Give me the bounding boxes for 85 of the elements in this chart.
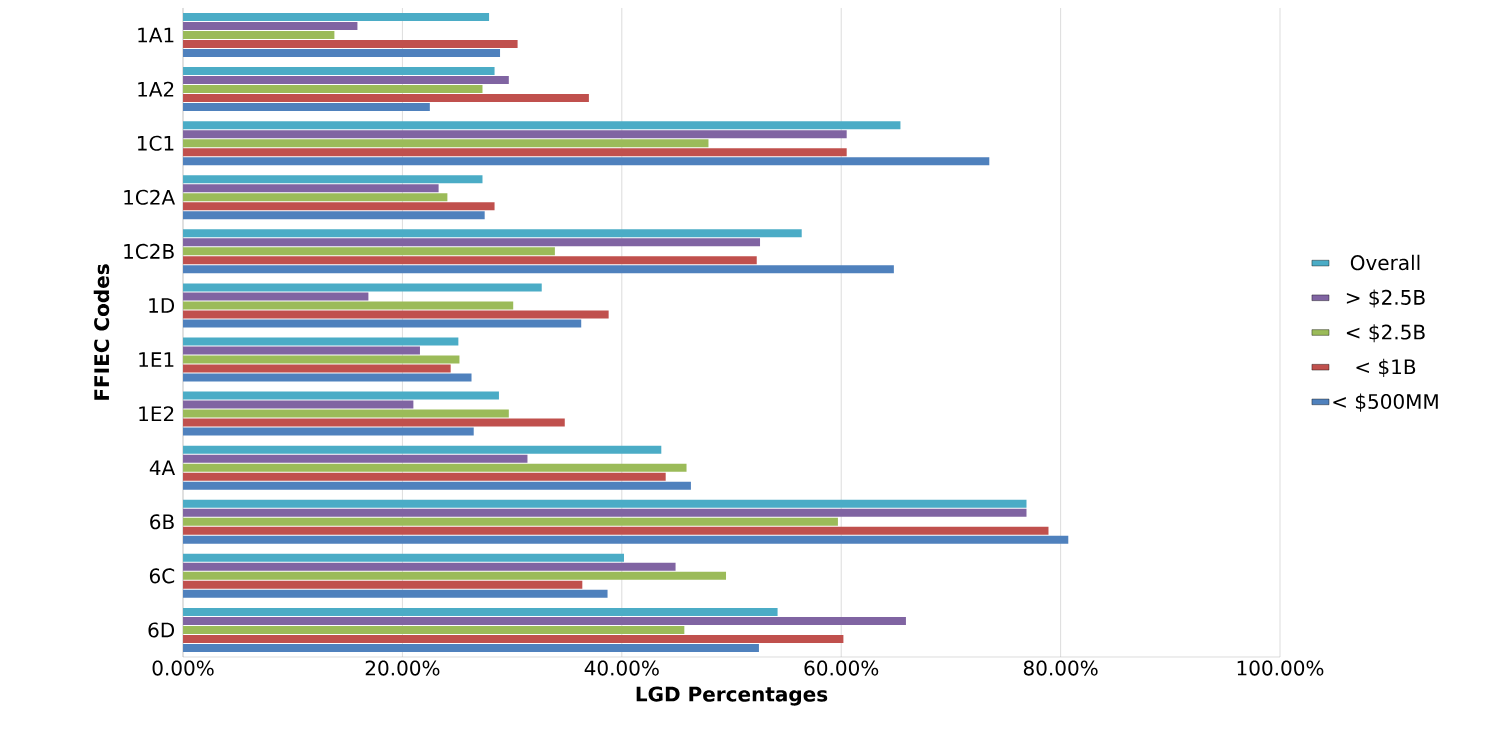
bar xyxy=(183,175,483,184)
bar xyxy=(183,508,1027,517)
y-tick-label: 1D xyxy=(149,298,175,313)
bar xyxy=(183,427,474,436)
bar xyxy=(183,22,358,31)
bar xyxy=(183,202,495,211)
bar xyxy=(183,283,542,292)
y-tick-label: 6C xyxy=(149,568,175,584)
bar xyxy=(183,247,555,256)
bar xyxy=(183,184,439,193)
bar xyxy=(183,472,666,481)
x-axis-title: LGD Percentages xyxy=(636,686,828,706)
bar xyxy=(183,589,608,598)
bar xyxy=(183,526,1049,535)
y-tick-label: 6D xyxy=(148,622,175,638)
bar xyxy=(183,238,761,247)
bar xyxy=(183,211,485,220)
bar xyxy=(183,148,847,157)
bar xyxy=(183,337,459,346)
bar xyxy=(183,49,501,58)
y-tick-label: 1E2 xyxy=(139,406,174,422)
bar xyxy=(183,643,759,652)
bar xyxy=(183,130,847,139)
bar xyxy=(183,625,685,634)
bar xyxy=(183,157,990,166)
bar xyxy=(183,355,460,364)
bar xyxy=(183,481,691,490)
y-tick-label: 6B xyxy=(150,514,174,530)
bar xyxy=(183,409,509,418)
bar xyxy=(183,292,369,301)
legend-label: < $500MM xyxy=(1333,393,1438,412)
legend-label: Overall xyxy=(1350,254,1420,271)
y-tick-label: 1E1 xyxy=(139,352,174,367)
bar xyxy=(183,346,420,355)
legend-label: < $2.5B xyxy=(1346,324,1425,343)
bar xyxy=(183,40,518,49)
bar xyxy=(183,571,727,580)
bar xyxy=(183,193,448,202)
bar xyxy=(183,535,1069,544)
y-tick-label: 1A2 xyxy=(138,81,174,97)
x-tick-label: 100.00% xyxy=(1237,660,1324,676)
bar xyxy=(183,265,894,274)
bar xyxy=(183,94,589,103)
bar xyxy=(183,13,490,22)
bar xyxy=(183,76,509,85)
x-tick-label: 60.00% xyxy=(804,660,879,676)
bar xyxy=(183,454,528,463)
bar xyxy=(183,310,609,319)
x-tick-label: 20.00% xyxy=(365,660,440,676)
bar xyxy=(183,31,335,40)
bar xyxy=(183,580,583,589)
x-tick-label: 40.00% xyxy=(584,660,659,676)
bar xyxy=(183,400,414,409)
bar xyxy=(183,418,565,427)
y-tick-label: 4A xyxy=(149,460,176,475)
y-tick-label: 1C2A xyxy=(124,189,176,205)
bar xyxy=(183,463,687,472)
bar xyxy=(183,607,778,616)
bar xyxy=(183,373,472,382)
bar xyxy=(183,562,676,571)
bar xyxy=(183,121,901,130)
y-tick-label: 1C1 xyxy=(137,135,174,151)
bar xyxy=(183,139,709,148)
bar xyxy=(183,499,1027,508)
bar xyxy=(183,319,582,328)
y-tick-label: 1A1 xyxy=(138,27,174,43)
y-tick-label: 1C2B xyxy=(124,243,174,259)
bar xyxy=(183,67,495,76)
bar xyxy=(183,229,802,238)
bar xyxy=(183,634,844,643)
legend-label: < $1B xyxy=(1356,358,1416,377)
bar xyxy=(183,103,430,112)
bar xyxy=(183,256,757,265)
bar xyxy=(183,364,451,373)
bar xyxy=(183,517,838,526)
bar xyxy=(183,391,499,400)
bar xyxy=(183,301,514,310)
x-tick-label: 0.00% xyxy=(152,660,214,676)
bar xyxy=(183,445,662,454)
bar xyxy=(183,616,906,625)
bar xyxy=(183,85,483,94)
legend-label: > $2.5B xyxy=(1346,289,1425,308)
bar xyxy=(183,553,625,562)
y-axis-title: FFIEC Codes xyxy=(93,264,110,400)
x-tick-label: 80.00% xyxy=(1023,660,1098,676)
